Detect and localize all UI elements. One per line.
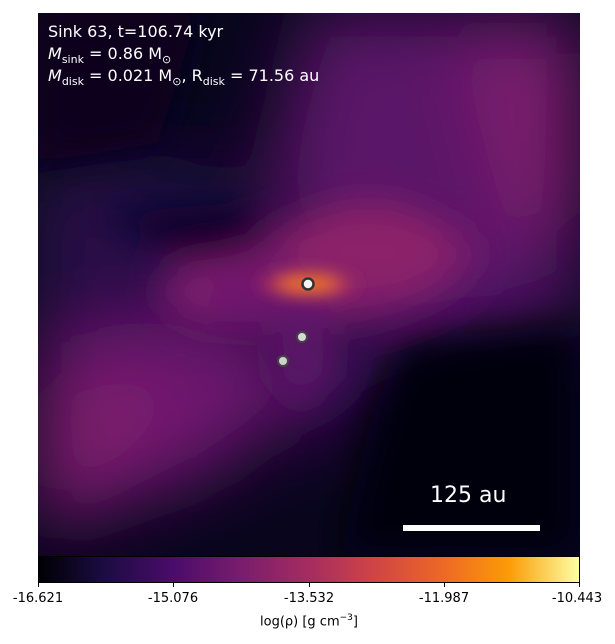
scalebar <box>403 525 540 531</box>
colorbar-tick-label: -16.621 <box>12 591 64 606</box>
colorbar-tick-label: -15.076 <box>147 591 199 606</box>
density-map: Sink 63, t=106.74 kyr Msink = 0.86 M⊙ Md… <box>38 13 580 556</box>
disk-text: Mdisk = 0.021 M⊙, Rdisk = 71.56 au <box>48 66 320 89</box>
colorbar-tick <box>173 583 174 587</box>
colorbar-tick <box>38 583 39 587</box>
colorbar-title: log(ρ) [g cm−3] <box>260 613 358 630</box>
colorbar-tick-label: -11.987 <box>418 591 470 606</box>
density-image <box>38 13 580 556</box>
sink-mass-text: Msink = 0.86 M⊙ <box>48 44 172 67</box>
sink-secondary-marker <box>296 331 308 343</box>
sink-tertiary-marker <box>277 355 289 367</box>
colorbar-tick-label: -10.443 <box>551 591 603 606</box>
scalebar-label: 125 au <box>430 483 507 508</box>
sink-primary-marker <box>301 277 315 291</box>
colorbar-tick-label: -13.532 <box>283 591 335 606</box>
sink-markers <box>277 277 315 367</box>
colorbar-tick <box>309 583 310 587</box>
colorbar-tick <box>444 583 445 587</box>
title-text: Sink 63, t=106.74 kyr <box>48 22 224 41</box>
colorbar-tick <box>579 583 580 587</box>
colorbar <box>38 556 580 583</box>
